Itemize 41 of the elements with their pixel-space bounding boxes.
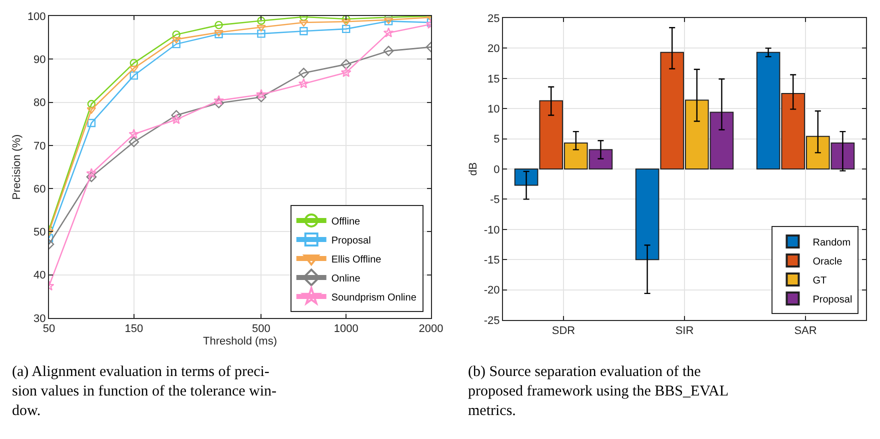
- y-tick-label: 5: [494, 134, 500, 146]
- y-tick-label: 20: [488, 43, 500, 56]
- y-tick-label: -10: [484, 224, 500, 236]
- legend-label: Offline: [331, 216, 361, 228]
- y-tick-label: -25: [484, 314, 500, 327]
- text: (a) Alignment evaluation in terms of preci- sion values in function of the tolerance win- dow.: [12, 364, 277, 419]
- x-tick-label: 500: [252, 323, 270, 336]
- x-tick-label: 1000: [334, 323, 358, 336]
- y-tick-label: 60: [34, 183, 46, 196]
- y-tick-label: 15: [488, 73, 500, 86]
- x-tick-label: 150: [124, 323, 144, 336]
- y-tick-label: 30: [34, 312, 46, 325]
- legend-label: Oracle: [812, 256, 843, 268]
- y-tick-label: 100: [27, 10, 46, 23]
- y-tick-label: 10: [488, 103, 500, 116]
- y-tick-label: 0: [494, 164, 500, 176]
- legend-label: Soundprism Online: [331, 292, 417, 304]
- y-tick-label: 50: [34, 226, 46, 239]
- y-tick-label: 70: [34, 140, 46, 152]
- x-axis-title: Threshold (ms): [203, 335, 277, 348]
- y-tick-label: -15: [484, 254, 500, 266]
- y-tick-label: -5: [490, 194, 500, 206]
- text: (b) Source separation evaluation of the proposed framework using the BBS_EVAL metrics.: [468, 364, 729, 419]
- x-tick-label: 2000: [418, 323, 444, 336]
- y-tick-label: 90: [34, 54, 46, 66]
- legend-label: Proposal: [812, 294, 852, 306]
- y-axis-title: dB: [468, 162, 480, 176]
- y-tick-label: 40: [34, 270, 46, 282]
- y-tick-label: 25: [488, 12, 500, 25]
- x-tick-label: 50: [42, 323, 56, 336]
- x-tick-label: SAR: [794, 325, 817, 338]
- legend-label: Random: [812, 237, 851, 248]
- y-tick-label: 80: [34, 97, 46, 110]
- legend-label: Ellis Offline: [331, 254, 382, 266]
- legend-label: Proposal: [331, 235, 371, 246]
- legend-label: GT: [812, 275, 827, 286]
- x-tick-label: SDR: [552, 325, 576, 338]
- x-tick-label: SIR: [675, 325, 694, 338]
- y-axis-title: Precision (%): [11, 134, 24, 200]
- legend-label: Online: [331, 273, 361, 284]
- y-tick-label: -20: [484, 284, 500, 297]
